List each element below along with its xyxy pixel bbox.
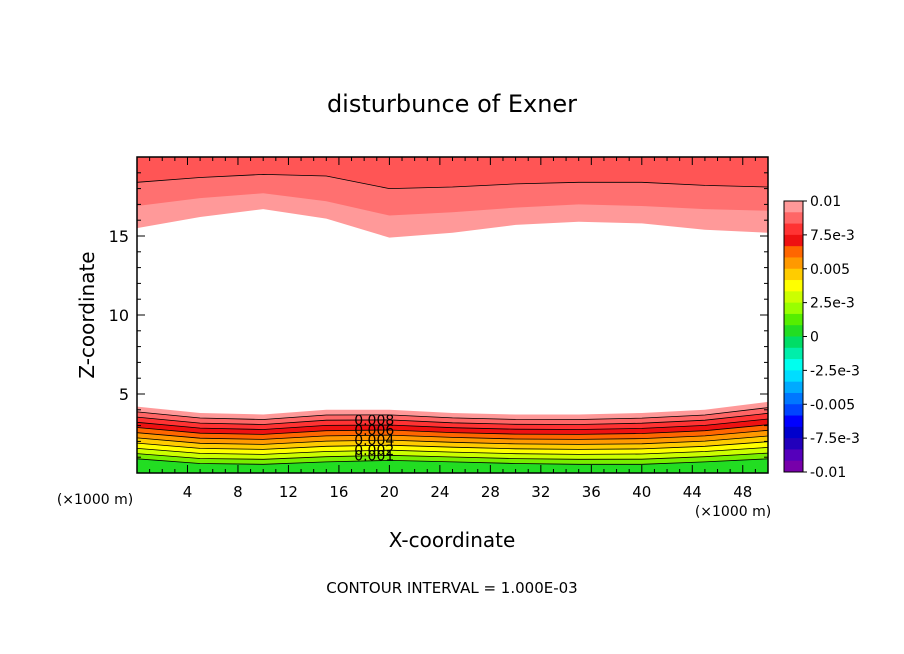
colorbar-tick-label: -7.5e-3 [810, 431, 860, 447]
contour-label: 0.008 [354, 413, 394, 429]
y-axis: 5 10 15 [109, 172, 768, 458]
colorbar-swatch [784, 201, 803, 213]
contour-label: 0.002 [354, 443, 394, 459]
colorbar-swatch [784, 460, 803, 473]
x-axis-unit: (×1000 m) [695, 504, 771, 520]
colorbar-tick-label: -2.5e-3 [810, 363, 860, 379]
chart-title: disturbunce of Exner [327, 90, 577, 118]
x-tick-label: 28 [481, 483, 500, 501]
x-tick-label: 8 [233, 483, 243, 501]
colorbar-swatch [784, 438, 803, 450]
colorbar-tick-label: 7.5e-3 [810, 228, 855, 244]
colorbar-swatch [784, 257, 803, 270]
colorbar-swatch [784, 347, 803, 360]
colorbar-swatch [784, 370, 803, 383]
x-tick-label: 24 [430, 483, 449, 501]
x-axis-label: X-coordinate [389, 528, 516, 552]
lower-contour-line [137, 447, 768, 455]
colorbar-tick-label: -0.005 [810, 397, 855, 413]
x-tick-label: 40 [632, 483, 651, 501]
lower-contour-line [137, 435, 768, 445]
colorbar-swatch [784, 336, 803, 349]
colorbar-tick-labels: 0.01 7.5e-3 0.005 2.5e-3 0 -2.5e-3 -0.005 -7.5e… [803, 194, 860, 481]
lower-contour-band [137, 458, 768, 473]
colorbar-swatch [784, 325, 803, 337]
colorbar-swatch [784, 359, 803, 371]
colorbar-swatch [784, 313, 803, 326]
colorbar-swatch [784, 212, 803, 225]
contour-label: 0.004 [354, 433, 394, 449]
lower-contour-line [137, 407, 768, 420]
colorbar-swatch [784, 404, 803, 417]
lower-contour-line [137, 412, 768, 425]
colorbar-swatch [784, 246, 803, 258]
colorbar-swatch [784, 426, 803, 439]
colorbar-swatch [784, 449, 803, 462]
colorbar-swatch [784, 223, 803, 236]
x-tick-label: 32 [531, 483, 550, 501]
y-tick-label: 15 [109, 227, 129, 246]
upper-contour-line [137, 173, 768, 190]
y-tick-label: 10 [109, 306, 129, 325]
colorbar-tick-label: 2.5e-3 [810, 296, 855, 312]
x-tick-label: 36 [582, 483, 601, 501]
x-tick-label: 48 [733, 483, 752, 501]
contour-fills [137, 157, 768, 473]
x-tick-label: 20 [380, 483, 399, 501]
colorbar [783, 200, 804, 473]
colorbar-swatch [784, 415, 803, 428]
x-tick-label: 44 [683, 483, 702, 501]
lower-contour-line [137, 441, 768, 450]
y-axis-label: Z-coordinate [75, 251, 99, 378]
contour-label: 0.006 [354, 423, 394, 439]
lower-contour-line [137, 452, 768, 460]
colorbar-swatch [784, 302, 803, 315]
colorbar-swatch [784, 392, 803, 405]
y-axis-unit: (×1000 m) [57, 492, 133, 508]
colorbar-swatch [784, 234, 803, 247]
colorbar-swatch [784, 268, 803, 281]
upper-contour-band [137, 157, 768, 189]
colorbar-swatch [784, 280, 803, 292]
x-tick-label: 4 [183, 483, 193, 501]
contour-label: 0.001 [354, 448, 394, 464]
x-axis: 4 8 12 16 20 24 28 32 36 40 44 48 [149, 157, 756, 501]
colorbar-tick-label: 0 [810, 330, 819, 346]
lower-contour-line [137, 458, 768, 465]
colorbar-tick-label: 0.005 [810, 262, 850, 278]
contour-interval-note: CONTOUR INTERVAL = 1.000E-03 [326, 579, 577, 597]
lower-contour-line [137, 429, 768, 440]
x-tick-label: 16 [329, 483, 348, 501]
x-tick-label: 12 [279, 483, 298, 501]
y-tick-label: 5 [119, 385, 129, 404]
lower-contour-line [137, 418, 768, 430]
colorbar-tick-label: 0.01 [810, 194, 841, 210]
colorbar-swatch [784, 381, 803, 394]
contour-lines [137, 173, 768, 465]
colorbar-swatch [784, 291, 803, 304]
lower-contour-line [137, 424, 768, 435]
colorbar-tick-label: -0.01 [810, 465, 846, 481]
